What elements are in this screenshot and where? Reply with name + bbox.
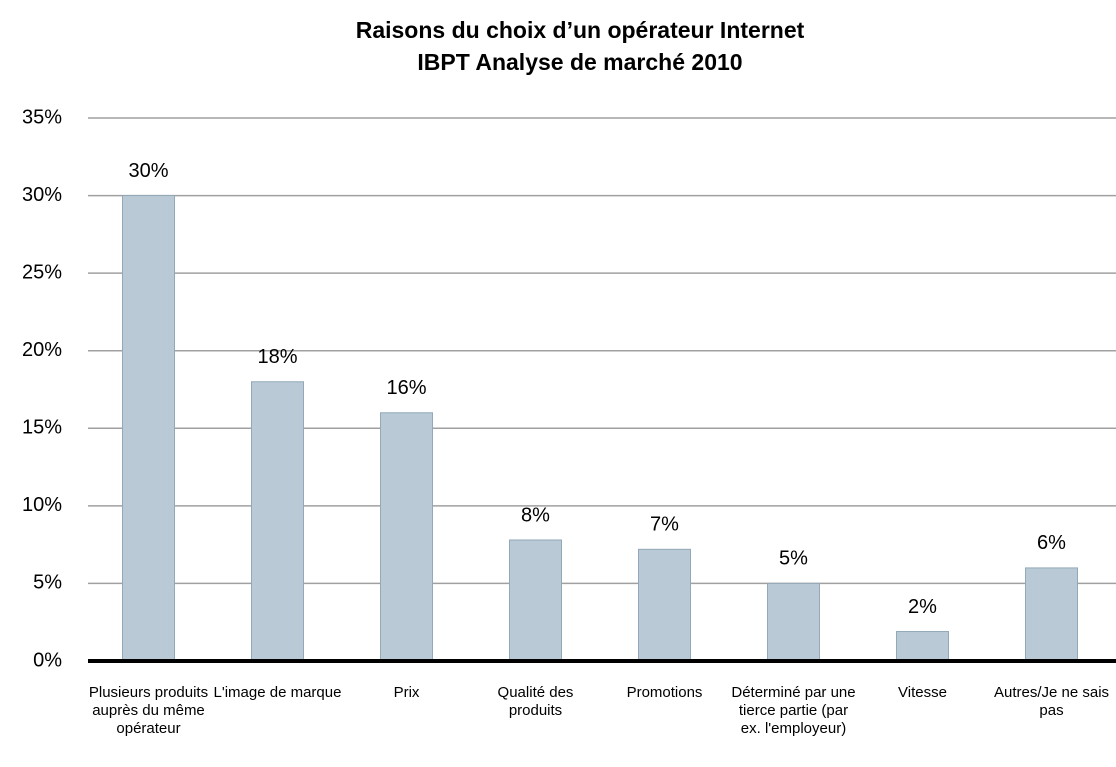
x-tick-label: Déterminé par une tierce partie (par ex.…	[731, 684, 856, 737]
x-tick-label: Qualité des produits	[497, 684, 574, 719]
data-label: 8%	[521, 504, 550, 526]
y-tick-label: 0%	[33, 649, 62, 671]
y-tick-label: 5%	[33, 572, 62, 594]
bar	[767, 582, 820, 662]
bar	[380, 412, 433, 662]
y-tick-label: 25%	[22, 261, 62, 283]
data-label: 16%	[386, 377, 426, 399]
data-label: 7%	[650, 514, 679, 536]
x-tick-label: Prix	[393, 684, 420, 701]
data-label: 5%	[779, 548, 808, 570]
bar	[638, 548, 691, 662]
bar	[896, 631, 949, 662]
y-tick-label: 20%	[22, 339, 62, 361]
x-tick-label: Promotions	[626, 684, 703, 701]
x-tick-label: L'image de marque	[213, 684, 342, 701]
y-tick-label: 30%	[22, 184, 62, 206]
data-label: 2%	[908, 596, 937, 618]
chart-title: Raisons du choix d’un opérateur Internet	[356, 17, 805, 43]
x-tick-label: Autres/Je ne sais pas	[993, 684, 1110, 719]
x-tick-label: Vitesse	[898, 684, 947, 701]
bar	[251, 381, 304, 662]
bar	[1025, 567, 1078, 662]
data-label: 18%	[257, 346, 297, 368]
y-tick-label: 10%	[22, 494, 62, 516]
x-tick-label: Plusieurs produits auprès du même opérat…	[88, 684, 209, 737]
data-label: 6%	[1037, 532, 1066, 554]
bar	[509, 539, 562, 662]
y-tick-label: 35%	[22, 106, 62, 128]
data-label: 30%	[128, 160, 168, 182]
chart-subtitle: IBPT Analyse de marché 2010	[417, 49, 742, 75]
y-tick-label: 15%	[22, 417, 62, 439]
bar	[122, 195, 175, 662]
